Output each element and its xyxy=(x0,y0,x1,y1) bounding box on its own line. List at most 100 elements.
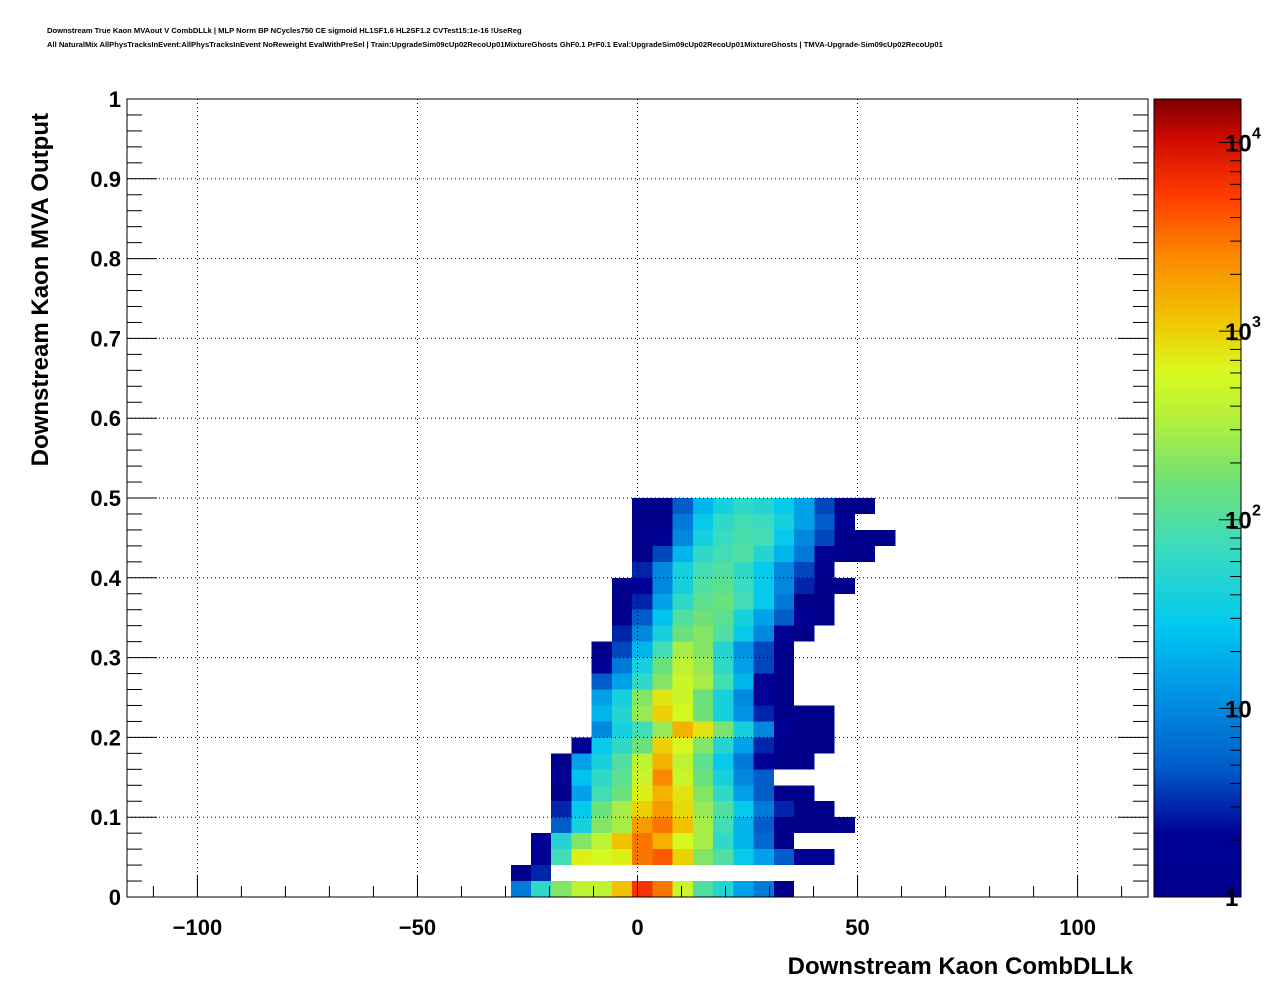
colorbar-swatch xyxy=(1154,529,1241,535)
colorbar-swatch xyxy=(1154,210,1241,216)
heatmap-cell xyxy=(611,641,633,658)
heatmap-cell xyxy=(814,577,835,594)
heatmap-cell xyxy=(692,529,714,546)
heatmap-cell xyxy=(794,705,815,722)
colorbar-swatch xyxy=(1154,737,1241,742)
heatmap-cell xyxy=(733,545,754,562)
y-tick-label: 0.8 xyxy=(90,247,121,272)
heatmap-cell xyxy=(753,769,774,786)
colorbar-swatch xyxy=(1154,358,1241,363)
heatmap-cell xyxy=(753,625,774,642)
heatmap-cell xyxy=(753,753,774,770)
colorbar-swatch xyxy=(1154,198,1241,204)
heatmap-cell xyxy=(854,529,876,546)
heatmap-cell xyxy=(652,881,673,897)
colorbar-swatch xyxy=(1154,118,1241,124)
colorbar-swatch xyxy=(1154,342,1241,347)
heatmap-cell xyxy=(773,801,795,818)
heatmap-cell xyxy=(632,881,653,897)
heatmap-cell xyxy=(733,849,754,866)
heatmap-cell xyxy=(814,801,835,818)
colorbar-swatch xyxy=(1154,885,1241,890)
heatmap-cell xyxy=(632,657,653,674)
heatmap-cell xyxy=(733,817,754,834)
colorbar-swatch xyxy=(1154,893,1241,898)
heatmap-cell xyxy=(753,498,774,514)
heatmap-cell xyxy=(591,849,612,866)
heatmap-cell xyxy=(672,513,693,530)
x-tick-label: −100 xyxy=(173,915,223,940)
colorbar-swatch xyxy=(1154,410,1241,415)
colorbar-swatch xyxy=(1154,513,1241,519)
colorbar-swatch xyxy=(1154,789,1241,794)
colorbar-swatch xyxy=(1154,158,1241,164)
colorbar-swatch xyxy=(1154,298,1241,304)
heatmap-cell xyxy=(794,498,815,514)
x-tick-label: −50 xyxy=(399,915,436,940)
colorbar-swatch xyxy=(1154,134,1241,140)
heatmap-cell xyxy=(672,833,693,850)
heatmap-cell xyxy=(753,609,774,626)
colorbar-swatch xyxy=(1154,761,1241,766)
colorbar-swatch xyxy=(1154,214,1241,220)
colorbar-swatch xyxy=(1154,362,1241,367)
heatmap-cell xyxy=(652,817,673,834)
heatmap-cell xyxy=(814,609,835,626)
heatmap-cell xyxy=(733,625,754,642)
heatmap-cell xyxy=(652,641,673,658)
heatmap-cell xyxy=(773,881,795,897)
heatmap-cell xyxy=(692,577,714,594)
heatmap-cell xyxy=(652,609,673,626)
colorbar-swatch xyxy=(1154,142,1241,148)
heatmap-cell xyxy=(692,753,714,770)
heatmap-cell xyxy=(571,769,592,786)
heatmap-cell xyxy=(672,577,693,594)
heatmap-cell xyxy=(652,769,673,786)
heatmap-cell xyxy=(672,881,693,897)
colorbar-swatch xyxy=(1154,374,1241,379)
heatmap-cell xyxy=(692,769,714,786)
colorbar-tick-label: 10 xyxy=(1225,696,1252,723)
heatmap-cell xyxy=(591,657,612,674)
colorbar-swatch xyxy=(1154,498,1241,503)
colorbar-swatch xyxy=(1154,813,1241,818)
y-tick-label: 0.1 xyxy=(90,805,121,830)
heatmap-cell xyxy=(814,513,835,530)
colorbar-swatch xyxy=(1154,102,1241,108)
heatmap-cell xyxy=(672,609,693,626)
heatmap-cell xyxy=(672,817,693,834)
colorbar-swatch xyxy=(1154,601,1241,607)
heatmap-cell xyxy=(773,785,795,802)
colorbar-swatch xyxy=(1154,246,1241,252)
heatmap-cell xyxy=(652,657,673,674)
heatmap-cell xyxy=(753,785,774,802)
heatmap-cell xyxy=(551,849,572,866)
colorbar-swatch xyxy=(1154,186,1241,192)
heatmap-cell xyxy=(733,705,754,722)
heatmap-cell xyxy=(591,705,612,722)
heatmap-cell xyxy=(611,801,633,818)
colorbar-swatch xyxy=(1154,218,1241,224)
x-tick-label: 50 xyxy=(845,915,869,940)
y-tick-label: 1 xyxy=(109,87,121,112)
colorbar-swatch xyxy=(1154,146,1241,152)
colorbar-swatch xyxy=(1154,881,1241,886)
y-axis-ticks: 0 0.1 0.2 0.3 0.4 0.5 0.6 0.7 0.8 0.9 1 xyxy=(90,87,1148,910)
heatmap-cell xyxy=(773,705,795,722)
heatmap-cell xyxy=(591,833,612,850)
colorbar-swatch xyxy=(1154,577,1241,583)
heatmap-cell xyxy=(733,753,754,770)
heatmap-cell xyxy=(652,785,673,802)
colorbar-swatch xyxy=(1154,709,1241,715)
colorbar-swatch xyxy=(1154,725,1241,731)
colorbar-swatch xyxy=(1154,785,1241,790)
colorbar-swatch xyxy=(1154,122,1241,128)
colorbar-swatch xyxy=(1154,713,1241,719)
heatmap-cell xyxy=(672,529,693,546)
colorbar-swatch xyxy=(1154,849,1241,854)
heatmap-cell xyxy=(551,801,572,818)
heatmap-cell xyxy=(713,545,734,562)
colorbar-swatch xyxy=(1154,829,1241,834)
colorbar-swatch xyxy=(1154,585,1241,591)
